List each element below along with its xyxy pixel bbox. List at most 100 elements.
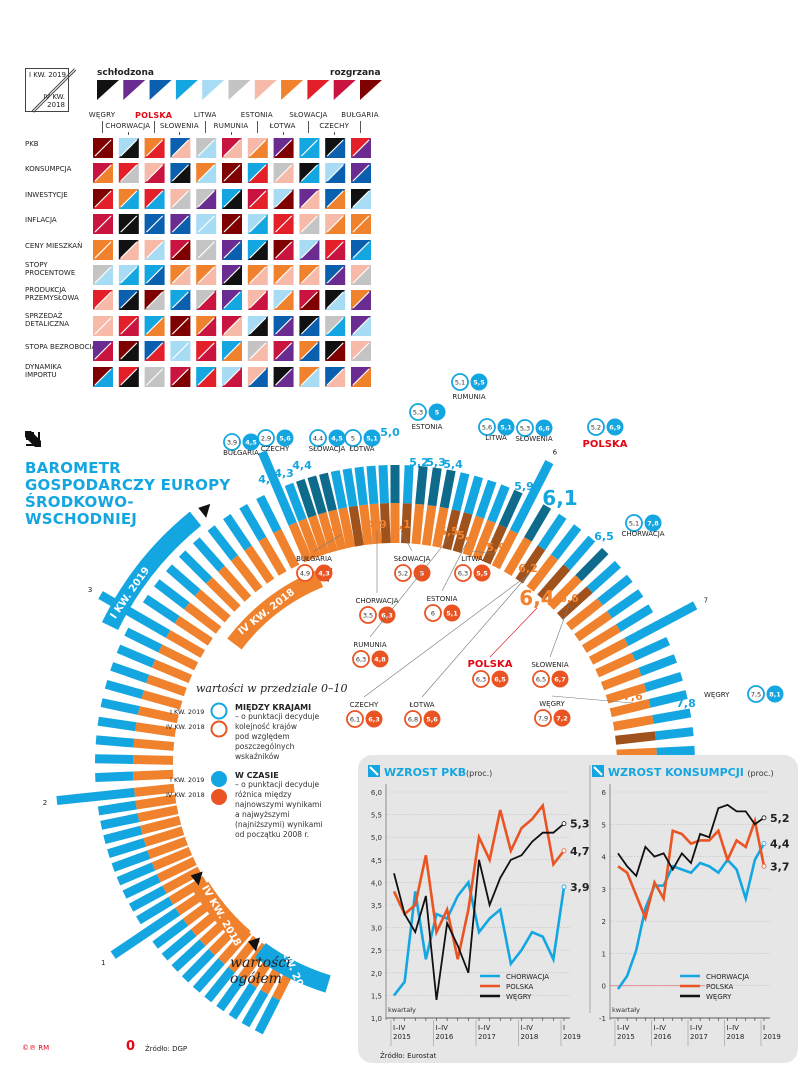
time-value: 7,2 [556, 715, 568, 723]
cell-divider [146, 215, 164, 233]
time-value: 5,5 [473, 379, 485, 387]
arc-bar-q1-2019 [122, 874, 161, 899]
legend-q4-label: IV KW. 2018 [166, 791, 205, 799]
arc-bar-q4-2018 [133, 738, 175, 751]
arc-bar-q1-2019 [487, 484, 510, 524]
between-value: 5,6 [482, 424, 492, 432]
country-label: LITWA [461, 555, 483, 563]
heatmap-cell [273, 214, 294, 234]
between-ring-icon [534, 709, 552, 727]
arc-bar-q1-2019 [56, 787, 135, 806]
cell-divider [120, 266, 138, 284]
leader-line [313, 534, 342, 552]
x-axis-label: kwartały [612, 1006, 640, 1014]
arc-bar [605, 671, 683, 704]
x-tick-label: 2018 [521, 1033, 539, 1041]
country-label: CZECHY [319, 122, 350, 130]
arc-bar-q1-2019 [111, 850, 151, 872]
cell-divider [146, 317, 164, 335]
between-value: 3,5 [363, 612, 373, 620]
arc-bar-q1-2019 [97, 716, 137, 732]
cell-divider [300, 190, 318, 208]
cell-divider [94, 190, 112, 208]
cell-divider [249, 190, 267, 208]
cell-q1-2019 [144, 138, 165, 158]
heatmap-cell [273, 367, 294, 387]
scale-tick-label: 1 [101, 959, 105, 967]
y-tick-label: 1,5 [371, 992, 382, 1000]
cell-divider [326, 164, 344, 182]
arc-bar-q4-2018 [244, 545, 275, 584]
between-value: 5,2 [398, 570, 408, 578]
heatmap-key: I KW. 2019 IV KW. 2018 [25, 68, 77, 113]
cell-divider [275, 266, 293, 284]
y-tick-label: -1 [599, 1015, 606, 1023]
arc-bar-q1-2019 [161, 929, 197, 961]
heatmap-cell [196, 265, 217, 285]
cell-q1-2019 [118, 214, 139, 234]
arc-bar-q1-2019 [95, 735, 135, 748]
cell-divider [146, 342, 164, 360]
y-tick-label: 5,0 [371, 834, 382, 842]
cell-q1-2019 [118, 240, 139, 260]
heatmap-cell [299, 240, 320, 260]
time-dot-icon [644, 514, 662, 532]
q4-2018-value: 4,6 [331, 522, 351, 535]
overall-line: wartości [230, 955, 291, 971]
cell-divider [223, 139, 241, 157]
between-ring-icon [454, 564, 472, 582]
legend-desc-line: – o punktacji decyduje [235, 780, 320, 789]
band-q4-2018-bottom [193, 881, 251, 945]
cell-q1-2019 [325, 316, 346, 336]
arc-bar-q4-2018 [168, 876, 208, 905]
arc-bar-q4-2018 [515, 545, 546, 584]
cell-q4-2018 [170, 189, 191, 209]
cell-q1-2019 [325, 138, 346, 158]
arc-bar-q1-2019 [254, 996, 281, 1035]
arc-bar-q4-2018 [503, 536, 532, 577]
y-tick-label: 6,0 [371, 789, 382, 797]
scale-swatch [307, 80, 330, 100]
heatmap-cell [93, 341, 113, 361]
cell-divider [197, 291, 215, 309]
cell-q1-2019 [325, 341, 346, 361]
cell-divider [249, 139, 267, 157]
time-value: 4,3 [318, 570, 330, 578]
band-q1-2019-bottom [255, 942, 331, 993]
arc-bar-q4-2018 [328, 509, 347, 551]
arc-bar-q1-2019 [354, 466, 368, 506]
cell-divider [120, 164, 138, 182]
cell-divider [94, 266, 112, 284]
cell-divider [171, 317, 189, 335]
arc-bar-q4-2018 [588, 638, 629, 665]
arc-bar [421, 467, 442, 546]
country-label: RUMUNIA [452, 393, 485, 401]
cell-divider [300, 215, 318, 233]
cell-divider [146, 266, 164, 284]
between-value: 2,9 [261, 435, 271, 443]
cell-divider [197, 266, 215, 284]
cell-divider [171, 215, 189, 233]
legend-desc-line: od początku 2008 r. [235, 830, 310, 839]
data-point [561, 821, 567, 827]
overall-line: ogółem [230, 971, 282, 987]
band-arrow-icon [248, 937, 261, 952]
heatmap-cell [299, 189, 320, 209]
heatmap-cell [144, 316, 165, 336]
band-q1-2019-top [101, 511, 202, 630]
arc-bar-q4-2018 [308, 514, 330, 556]
arc-bar-q4-2018 [151, 846, 193, 871]
arc-bar [104, 679, 183, 710]
between-ring-icon [451, 373, 469, 391]
heatmap-cell [273, 341, 294, 361]
time-value: 8,1 [769, 691, 781, 699]
arc-bar-q1-2019 [124, 627, 163, 653]
q1-2019-value: 5,4 [443, 458, 463, 471]
arrow-icon [25, 431, 41, 447]
arc-bar-q4-2018 [288, 522, 313, 563]
cell-q4-2018 [170, 265, 191, 285]
country-badge: 6,1 6,3 [346, 710, 383, 728]
arc-bar [239, 503, 287, 576]
heatmap-cell [247, 367, 268, 387]
country-label: CZECHY [350, 701, 379, 709]
